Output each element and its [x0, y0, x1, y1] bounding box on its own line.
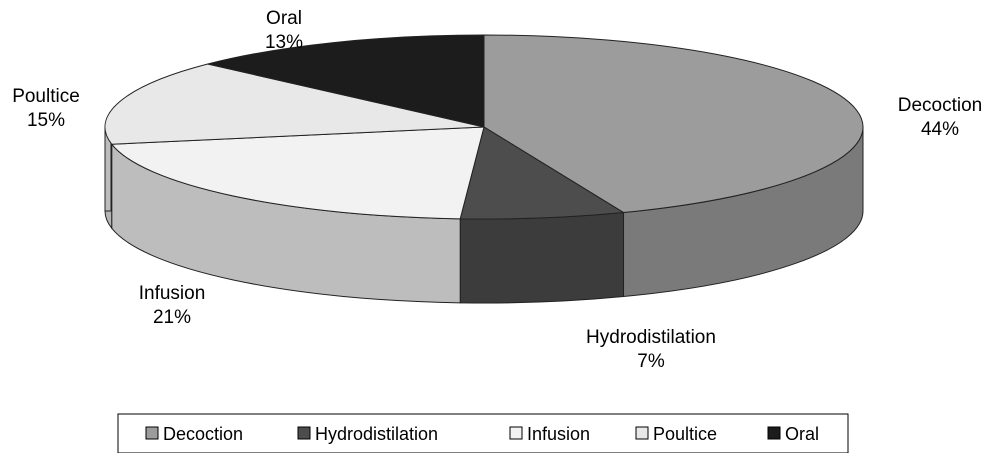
legend-label-infusion: Infusion: [527, 424, 590, 444]
legend-swatch-oral: [767, 426, 781, 440]
data-label-infusion-name: Infusion: [139, 283, 206, 304]
slice-hydrodistilation: [459, 126, 626, 220]
legend-label-decoction: Decoction: [163, 424, 243, 444]
slice-infusion: [110, 126, 485, 220]
legend-swatch-infusion: [509, 426, 523, 440]
slice-decoction: [483, 34, 864, 214]
legend-swatch-hydrodistilation: [297, 426, 311, 440]
data-label-oral-value: 13%: [265, 32, 303, 53]
legend-swatch-decoction: [145, 426, 159, 440]
data-label-decoction-name: Decoction: [898, 95, 983, 116]
data-label-decoction-value: 44%: [921, 119, 959, 140]
slice-oral: [207, 34, 485, 128]
data-label-oral-name: Oral: [266, 8, 302, 29]
pie-slices: [104, 34, 864, 304]
legend: Decoction Hydrodistilation Infusion Poultic…: [117, 413, 849, 453]
legend-items: Decoction Hydrodistilation Infusion Poultic…: [145, 424, 819, 444]
data-label-poultice-value: 15%: [27, 110, 65, 131]
legend-box: [117, 413, 849, 453]
data-label-hydrodistilation-name: Hydrodistilation: [586, 327, 716, 348]
data-labels: Decoction 44% Hydrodistilation 7% Infusion 21…: [12, 8, 982, 372]
legend-label-oral: Oral: [785, 424, 819, 444]
legend-label-hydrodistilation: Hydrodistilation: [315, 424, 438, 444]
legend-label-poultice: Poultice: [653, 424, 717, 444]
data-label-hydrodistilation-value: 7%: [637, 351, 665, 372]
slice-poultice: [104, 63, 485, 145]
data-label-poultice-name: Poultice: [12, 86, 80, 107]
legend-swatch-poultice: [635, 426, 649, 440]
slice-side-hydrodistilation: [459, 211, 625, 304]
data-label-infusion-value: 21%: [153, 307, 191, 328]
